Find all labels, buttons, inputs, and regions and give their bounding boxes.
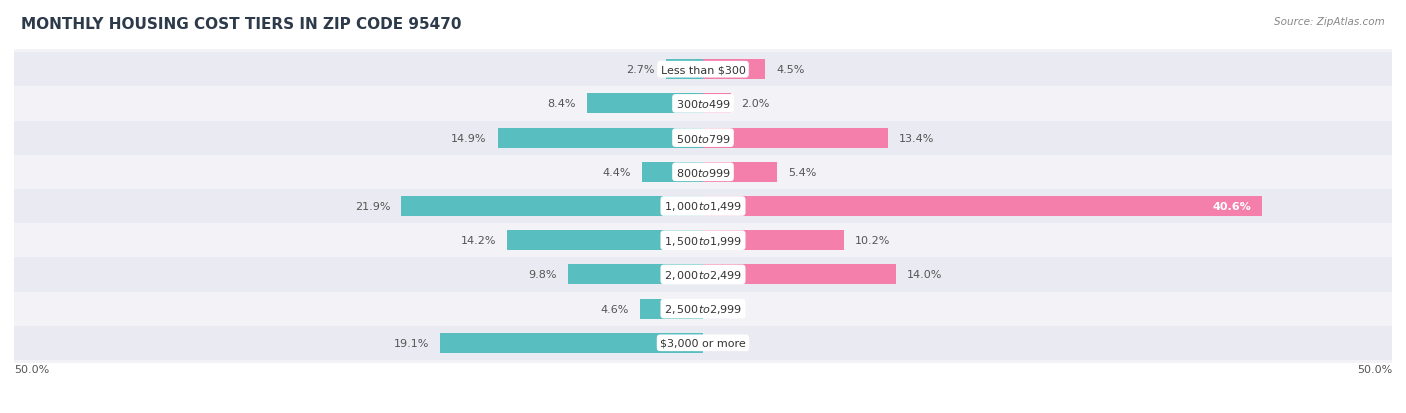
FancyBboxPatch shape	[14, 326, 1392, 360]
FancyBboxPatch shape	[14, 292, 1392, 326]
FancyBboxPatch shape	[14, 223, 1392, 258]
Bar	[703, 162, 778, 182]
Bar	[703, 197, 1263, 216]
Text: $500 to $799: $500 to $799	[675, 132, 731, 144]
Bar	[498, 128, 703, 148]
Text: 4.6%: 4.6%	[600, 304, 628, 314]
Text: $3,000 or more: $3,000 or more	[661, 338, 745, 348]
Bar	[703, 128, 887, 148]
Bar	[588, 94, 703, 114]
FancyBboxPatch shape	[14, 258, 1392, 292]
Bar	[401, 197, 703, 216]
Text: 19.1%: 19.1%	[394, 338, 429, 348]
Bar	[703, 94, 731, 114]
Text: $2,500 to $2,999: $2,500 to $2,999	[664, 302, 742, 316]
Bar	[703, 231, 844, 251]
Text: 4.4%: 4.4%	[603, 167, 631, 177]
FancyBboxPatch shape	[14, 121, 1392, 155]
Text: 40.6%: 40.6%	[1212, 202, 1251, 211]
Bar	[568, 265, 703, 285]
Text: 8.4%: 8.4%	[548, 99, 576, 109]
Bar	[640, 299, 703, 319]
FancyBboxPatch shape	[14, 53, 1392, 87]
Bar	[703, 265, 896, 285]
Text: $300 to $499: $300 to $499	[675, 98, 731, 110]
Text: $1,000 to $1,499: $1,000 to $1,499	[664, 200, 742, 213]
Text: 50.0%: 50.0%	[1357, 364, 1392, 374]
Text: MONTHLY HOUSING COST TIERS IN ZIP CODE 95470: MONTHLY HOUSING COST TIERS IN ZIP CODE 9…	[21, 17, 461, 31]
Text: $1,500 to $1,999: $1,500 to $1,999	[664, 234, 742, 247]
Bar	[508, 231, 703, 251]
Text: 10.2%: 10.2%	[855, 236, 890, 246]
Bar	[643, 162, 703, 182]
Text: Less than $300: Less than $300	[661, 65, 745, 75]
Text: 14.2%: 14.2%	[461, 236, 496, 246]
Text: 0.0%: 0.0%	[714, 304, 742, 314]
Text: 14.0%: 14.0%	[907, 270, 942, 280]
Text: 0.0%: 0.0%	[714, 338, 742, 348]
Text: 4.5%: 4.5%	[776, 65, 804, 75]
Text: 21.9%: 21.9%	[354, 202, 391, 211]
Text: 9.8%: 9.8%	[529, 270, 557, 280]
Text: 13.4%: 13.4%	[898, 133, 934, 143]
Text: Source: ZipAtlas.com: Source: ZipAtlas.com	[1274, 17, 1385, 26]
Text: 2.0%: 2.0%	[741, 99, 770, 109]
Text: 50.0%: 50.0%	[14, 364, 49, 374]
Bar	[440, 333, 703, 353]
FancyBboxPatch shape	[14, 190, 1392, 223]
Text: 14.9%: 14.9%	[451, 133, 486, 143]
Text: $2,000 to $2,499: $2,000 to $2,499	[664, 268, 742, 281]
Bar	[703, 60, 765, 80]
FancyBboxPatch shape	[14, 87, 1392, 121]
Bar	[666, 60, 703, 80]
Text: 2.7%: 2.7%	[626, 65, 655, 75]
FancyBboxPatch shape	[14, 155, 1392, 190]
Text: $800 to $999: $800 to $999	[675, 166, 731, 178]
Text: 5.4%: 5.4%	[789, 167, 817, 177]
